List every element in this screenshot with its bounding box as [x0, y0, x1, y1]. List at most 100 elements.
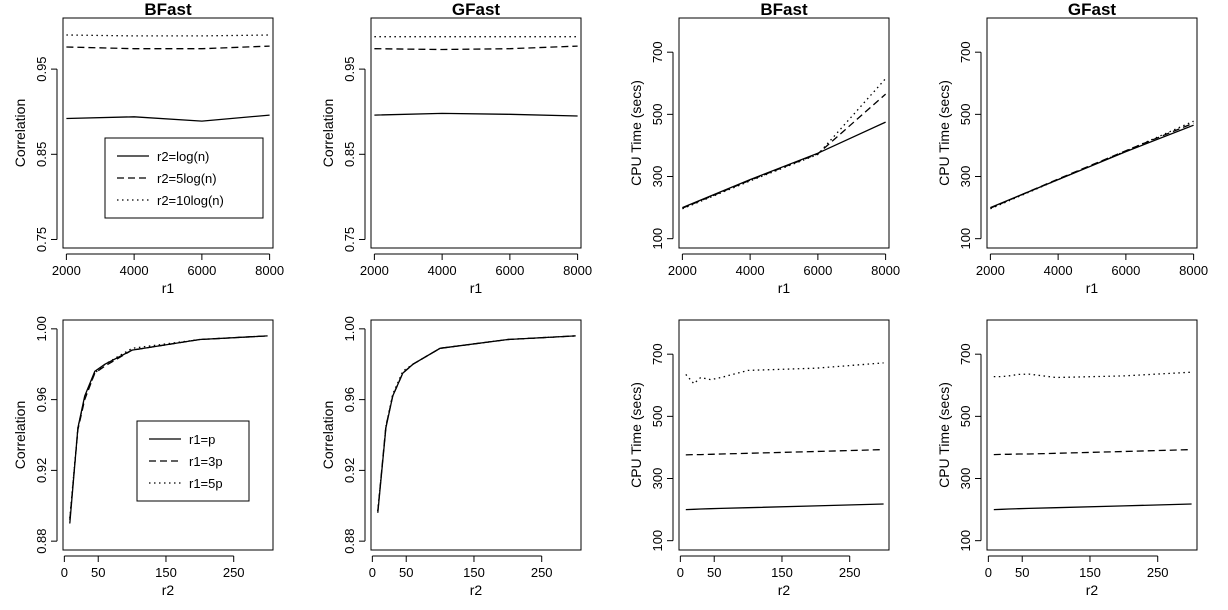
chart-panel-4: GFast 2000 4000 6000 8000 r1 100 300 500 700 CPU T… [936, 0, 1208, 296]
x-tick-label: 6000 [187, 263, 216, 278]
legend-label: r1=3p [189, 454, 223, 469]
x-tick-label: 8000 [563, 263, 592, 278]
series-line-3 [993, 371, 1192, 379]
y-tick-label: 700 [958, 41, 973, 63]
x-axis-label: r1 [470, 280, 483, 296]
series-line-2 [377, 335, 576, 512]
x-axis: 2000 4000 6000 8000 r1 [976, 253, 1208, 296]
y-axis: 100 300 500 700 CPU Time (secs) [628, 41, 674, 250]
y-tick-label: 300 [650, 166, 665, 188]
panel-title: BFast [760, 0, 808, 19]
y-tick-label: 1.00 [342, 316, 357, 341]
plot-frame [62, 319, 274, 551]
y-tick-label: 700 [650, 343, 665, 365]
series-line-2 [66, 45, 270, 50]
y-tick-label: 0.92 [34, 458, 49, 483]
x-tick-label: 150 [463, 565, 485, 580]
x-axis: 0 50 150 250 r2 [369, 555, 553, 598]
y-axis-label: CPU Time (secs) [936, 382, 952, 488]
y-tick-label: 0.96 [342, 387, 357, 412]
series-line-2 [682, 93, 887, 209]
y-tick-label: 0.85 [342, 142, 357, 167]
series-group [66, 34, 270, 122]
series-line-1 [682, 121, 886, 209]
x-axis-label: r1 [778, 280, 791, 296]
x-tick-label: 4000 [428, 263, 457, 278]
y-tick-label: 300 [958, 166, 973, 188]
chart-panel-8: 0 50 150 250 r2 100 300 500 700 CPU Time (secs) [936, 319, 1198, 598]
x-axis-label: r2 [470, 582, 483, 598]
y-tick-label: 0.96 [34, 387, 49, 412]
x-tick-label: 0 [369, 565, 376, 580]
x-axis: 2000 4000 6000 8000 r1 [52, 253, 284, 296]
x-tick-label: 2000 [360, 263, 389, 278]
series-line-1 [685, 503, 884, 511]
y-tick-label: 300 [958, 468, 973, 490]
chart-panel-2: GFast 2000 4000 6000 8000 r1 0.75 0.85 0.95 Corre… [320, 0, 592, 296]
x-tick-label: 250 [1147, 565, 1169, 580]
y-axis: 100 300 500 700 CPU Time (secs) [936, 41, 982, 250]
plot-frame [370, 17, 582, 249]
series-line-2 [374, 45, 578, 51]
x-axis: 2000 4000 6000 8000 r1 [360, 253, 592, 296]
x-tick-label: 250 [223, 565, 245, 580]
y-tick-label: 500 [958, 405, 973, 427]
plot-frame [62, 17, 274, 249]
x-tick-label: 150 [771, 565, 793, 580]
x-tick-label: 250 [839, 565, 861, 580]
y-axis-label: CPU Time (secs) [628, 80, 644, 186]
series-group [374, 36, 578, 117]
y-tick-label: 100 [650, 530, 665, 552]
chart-panel-7: 0 50 150 250 r2 100 300 500 700 CPU Time (secs) [628, 319, 890, 598]
x-tick-label: 0 [677, 565, 684, 580]
y-axis: 0.88 0.92 0.96 1.00 Correlation [320, 316, 366, 554]
plot-frame [678, 319, 890, 551]
y-axis: 0.88 0.92 0.96 1.00 Correlation [12, 316, 58, 554]
series-line-3 [685, 362, 884, 385]
y-tick-label: 100 [650, 228, 665, 250]
x-tick-label: 50 [91, 565, 105, 580]
series-group [682, 78, 887, 210]
y-tick-label: 100 [958, 530, 973, 552]
legend-box [104, 137, 264, 219]
series-line-3 [66, 34, 270, 37]
plot-frame [678, 17, 890, 249]
y-tick-label: 0.85 [34, 142, 49, 167]
series-line-2 [69, 335, 268, 520]
panel-title: GFast [452, 0, 501, 19]
x-tick-label: 150 [1079, 565, 1101, 580]
y-tick-label: 0.92 [342, 458, 357, 483]
y-tick-label: 500 [650, 405, 665, 427]
y-tick-label: 1.00 [34, 316, 49, 341]
series-line-1 [377, 335, 576, 513]
x-tick-label: 4000 [736, 263, 765, 278]
x-tick-label: 2000 [52, 263, 81, 278]
legend: r2=log(n) r2=5log(n) r2=10log(n) [104, 137, 264, 219]
y-tick-label: 0.75 [342, 227, 357, 252]
chart-panel-1: BFast 2000 4000 6000 8000 r1 0.75 0.85 0.95 Corre… [12, 0, 284, 296]
x-tick-label: 6000 [1111, 263, 1140, 278]
x-tick-label: 50 [707, 565, 721, 580]
legend: r1=p r1=3p r1=5p [136, 420, 250, 502]
y-tick-label: 500 [958, 103, 973, 125]
y-axis-label: Correlation [320, 401, 336, 469]
chart-panels: BFast 2000 4000 6000 8000 r1 0.75 0.85 0.95 Corre… [12, 0, 1208, 598]
series-group [993, 371, 1192, 511]
y-axis: 100 300 500 700 CPU Time (secs) [936, 343, 982, 552]
series-line-1 [66, 114, 270, 122]
x-tick-label: 250 [531, 565, 553, 580]
y-axis: 100 300 500 700 CPU Time (secs) [628, 343, 674, 552]
plot-frame [370, 319, 582, 551]
series-line-3 [377, 335, 576, 512]
x-tick-label: 8000 [255, 263, 284, 278]
series-group [69, 335, 268, 524]
series-group [377, 335, 576, 513]
x-tick-label: 0 [985, 565, 992, 580]
x-tick-label: 0 [61, 565, 68, 580]
plot-frame [986, 319, 1198, 551]
legend-label: r2=log(n) [157, 149, 209, 164]
y-tick-label: 300 [650, 468, 665, 490]
x-tick-label: 4000 [120, 263, 149, 278]
series-line-3 [69, 335, 268, 519]
